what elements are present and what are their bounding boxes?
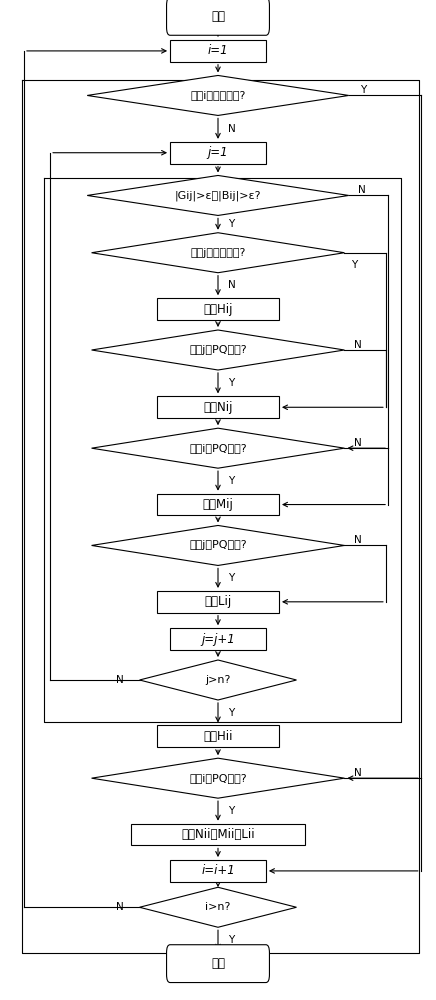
Bar: [157, 298, 279, 320]
Polygon shape: [87, 75, 349, 115]
Bar: [170, 142, 266, 164]
Bar: [157, 591, 279, 613]
FancyBboxPatch shape: [167, 0, 269, 35]
FancyBboxPatch shape: [167, 945, 269, 983]
Text: 计算Nij: 计算Nij: [203, 401, 233, 414]
Text: 计算Lij: 计算Lij: [204, 595, 232, 608]
Text: j=j+1: j=j+1: [201, 633, 235, 646]
Bar: [157, 725, 279, 747]
Text: 开始: 开始: [211, 10, 225, 23]
Text: 节点j是PQ节点?: 节点j是PQ节点?: [189, 345, 247, 355]
Text: 计算Hij: 计算Hij: [203, 303, 233, 316]
Text: i=i+1: i=i+1: [201, 864, 235, 877]
Text: 节点j是平衡节点?: 节点j是平衡节点?: [190, 248, 246, 258]
Text: Y: Y: [228, 806, 234, 816]
Text: N: N: [116, 675, 124, 685]
Text: 计算Mij: 计算Mij: [203, 498, 233, 511]
Text: 节点j是PQ节点?: 节点j是PQ节点?: [189, 540, 247, 550]
Text: |Gij|>ε或|Bij|>ε?: |Gij|>ε或|Bij|>ε?: [175, 190, 261, 201]
Polygon shape: [92, 330, 344, 370]
Polygon shape: [92, 233, 344, 273]
Text: Y: Y: [351, 260, 357, 270]
Text: N: N: [354, 438, 362, 448]
Text: N: N: [354, 768, 362, 778]
Polygon shape: [92, 525, 344, 565]
Text: 修正Nii、Mii、Lii: 修正Nii、Mii、Lii: [181, 828, 255, 841]
Bar: [170, 40, 266, 62]
Polygon shape: [92, 428, 344, 468]
Text: N: N: [358, 185, 366, 195]
Polygon shape: [140, 660, 296, 700]
Bar: [157, 494, 279, 515]
Text: N: N: [228, 280, 235, 290]
Text: Y: Y: [228, 219, 234, 229]
Text: Y: Y: [228, 708, 234, 718]
Polygon shape: [87, 175, 349, 215]
Text: i=1: i=1: [208, 44, 228, 57]
Bar: [170, 860, 266, 882]
Text: N: N: [354, 340, 362, 350]
Text: 节点i是PQ节点?: 节点i是PQ节点?: [189, 773, 247, 783]
Polygon shape: [140, 887, 296, 927]
Text: j>n?: j>n?: [205, 675, 231, 685]
Text: Y: Y: [360, 85, 366, 95]
Text: i>n?: i>n?: [205, 902, 231, 912]
Text: N: N: [116, 902, 124, 912]
Text: N: N: [228, 124, 235, 134]
Text: 节点i是PQ节点?: 节点i是PQ节点?: [189, 443, 247, 453]
Polygon shape: [92, 758, 344, 798]
Text: 节点i是平衡节点?: 节点i是平衡节点?: [190, 90, 246, 100]
Text: Y: Y: [228, 935, 234, 945]
Text: Y: Y: [228, 378, 234, 388]
Text: Y: Y: [228, 476, 234, 486]
Text: 结束: 结束: [211, 957, 225, 970]
Text: N: N: [354, 535, 362, 545]
Text: 修正Hii: 修正Hii: [203, 730, 233, 743]
Text: j=1: j=1: [208, 146, 228, 159]
Text: Y: Y: [228, 573, 234, 583]
Bar: [131, 824, 305, 845]
Bar: [157, 396, 279, 418]
Bar: [170, 628, 266, 650]
